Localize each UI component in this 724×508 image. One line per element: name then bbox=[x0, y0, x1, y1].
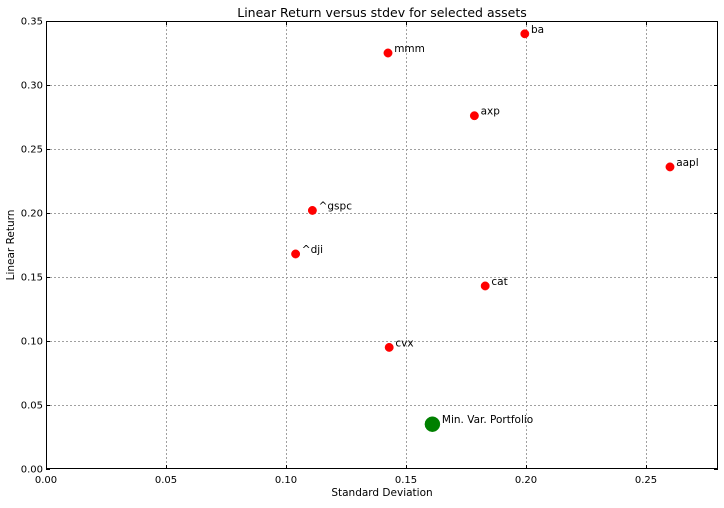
data-point bbox=[383, 48, 393, 58]
x-tick-label: 0.10 bbox=[275, 475, 297, 486]
y-tick-label: 0.15 bbox=[21, 273, 43, 284]
y-tick-label: 0.05 bbox=[21, 401, 43, 412]
data-point bbox=[384, 342, 394, 352]
x-tick-label: 0.05 bbox=[155, 475, 177, 486]
point-label: aapl bbox=[676, 157, 698, 169]
y-tick-label: 0.30 bbox=[21, 81, 43, 92]
x-axis-title: Standard Deviation bbox=[331, 487, 432, 499]
data-point bbox=[520, 29, 530, 39]
data-points: mmm ba axp aapl ^gspc ^dji cat cvx Min. Var. Por… bbox=[291, 24, 699, 432]
data-point bbox=[291, 249, 301, 259]
x-tick-label: 0.20 bbox=[515, 475, 537, 486]
point-label: ^gspc bbox=[319, 200, 353, 212]
y-tick-label: 0.10 bbox=[21, 337, 43, 348]
x-tick-label: 0.25 bbox=[635, 475, 657, 486]
x-tick-label: 0.00 bbox=[35, 475, 57, 486]
data-point bbox=[424, 416, 441, 432]
point-label: cat bbox=[491, 276, 507, 288]
chart-title: Linear Return versus stdev for selected … bbox=[237, 5, 527, 20]
x-tick-label: 0.15 bbox=[395, 475, 417, 486]
data-point bbox=[480, 281, 490, 291]
data-point bbox=[469, 111, 479, 121]
axis-ticks: 0.00 0.05 0.10 0.15 0.20 0.25 0.00 0.05 0.10 0.15… bbox=[21, 17, 718, 486]
point-label: ba bbox=[531, 24, 544, 36]
y-tick-label: 0.20 bbox=[21, 209, 43, 220]
y-tick-label: 0.00 bbox=[21, 465, 43, 476]
data-point bbox=[307, 205, 317, 215]
point-label: mmm bbox=[394, 43, 425, 55]
point-label: ^dji bbox=[302, 244, 323, 256]
y-axis-title: Linear Return bbox=[5, 210, 17, 281]
grid-lines bbox=[46, 21, 718, 469]
data-point bbox=[665, 162, 675, 172]
point-label: cvx bbox=[395, 337, 413, 349]
point-label: axp bbox=[481, 106, 501, 118]
plot-frame bbox=[46, 21, 718, 469]
y-tick-label: 0.25 bbox=[21, 145, 43, 156]
point-label: Min. Var. Portfolio bbox=[442, 414, 533, 426]
y-tick-label: 0.35 bbox=[21, 17, 43, 28]
